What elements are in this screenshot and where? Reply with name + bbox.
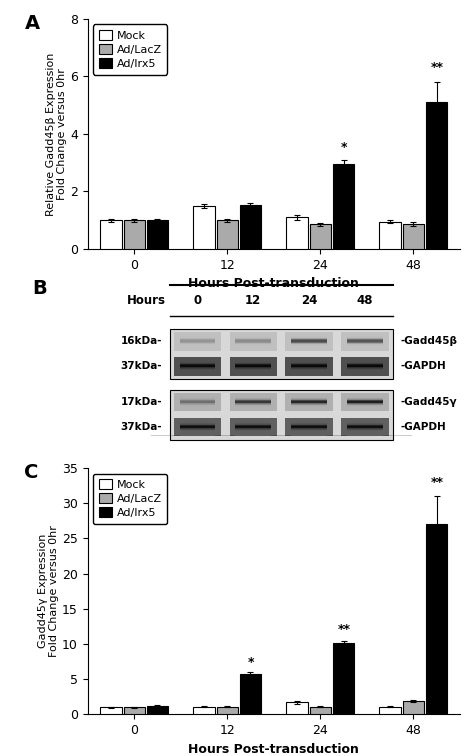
Legend: Mock, Ad/LacZ, Ad/Irx5: Mock, Ad/LacZ, Ad/Irx5 [93, 473, 167, 524]
Text: 17kDa-: 17kDa- [120, 397, 162, 407]
Text: **: ** [338, 623, 351, 636]
X-axis label: Hours Post-transduction: Hours Post-transduction [188, 742, 359, 756]
Bar [229, 393, 277, 411]
Text: 12: 12 [245, 294, 261, 307]
Bar [285, 418, 333, 436]
Text: -GAPDH: -GAPDH [400, 422, 446, 432]
Bar [426, 102, 447, 249]
Bar [286, 702, 308, 714]
Y-axis label: Relative Gadd45β Expression
Fold Change versus 0hr: Relative Gadd45β Expression Fold Change … [46, 52, 67, 215]
Bar [402, 225, 424, 249]
Bar [147, 220, 168, 249]
Bar [217, 220, 238, 249]
Bar [147, 706, 168, 714]
Bar [100, 708, 122, 714]
Text: -Gadd45γ: -Gadd45γ [400, 397, 457, 407]
Bar [124, 220, 145, 249]
Bar [174, 418, 221, 436]
Text: B: B [32, 279, 46, 298]
Bar [285, 332, 333, 351]
Text: 0: 0 [193, 294, 201, 307]
Bar [229, 357, 277, 376]
Bar [170, 389, 393, 439]
Bar [240, 674, 261, 714]
Bar [341, 393, 389, 411]
Text: -GAPDH: -GAPDH [400, 361, 446, 371]
Text: C: C [25, 463, 39, 482]
Bar [341, 332, 389, 351]
Bar [341, 418, 389, 436]
Bar [174, 393, 221, 411]
Text: **: ** [431, 60, 444, 73]
Text: *: * [248, 655, 255, 668]
Bar [310, 225, 331, 249]
Bar [193, 707, 215, 714]
Bar [193, 206, 215, 249]
Text: **: ** [431, 476, 444, 489]
Text: 24: 24 [301, 294, 317, 307]
Text: 48: 48 [356, 294, 373, 307]
Bar [124, 708, 145, 714]
Text: Hours: Hours [127, 294, 166, 307]
Legend: Mock, Ad/LacZ, Ad/Irx5: Mock, Ad/LacZ, Ad/Irx5 [93, 24, 167, 75]
X-axis label: Hours Post-transduction: Hours Post-transduction [188, 277, 359, 290]
Bar [402, 701, 424, 714]
Bar [229, 332, 277, 351]
Bar [285, 357, 333, 376]
Text: 37kDa-: 37kDa- [120, 422, 162, 432]
Bar [229, 418, 277, 436]
Text: A: A [25, 14, 39, 33]
Bar [174, 357, 221, 376]
Bar [426, 525, 447, 714]
Bar [240, 205, 261, 249]
Bar [379, 222, 401, 249]
Bar [379, 707, 401, 714]
Bar [286, 217, 308, 249]
Text: -Gadd45β: -Gadd45β [400, 336, 457, 346]
Bar [333, 164, 354, 249]
Text: *: * [341, 141, 348, 154]
Bar [100, 220, 122, 249]
Bar [333, 643, 354, 714]
Bar [310, 707, 331, 714]
Text: 16kDa-: 16kDa- [120, 336, 162, 346]
Y-axis label: Gadd45γ Expression
Fold Change versus 0hr: Gadd45γ Expression Fold Change versus 0h… [38, 525, 59, 657]
Bar [285, 393, 333, 411]
Bar [174, 332, 221, 351]
Bar [341, 357, 389, 376]
Bar [170, 329, 393, 379]
Bar [217, 707, 238, 714]
Text: 37kDa-: 37kDa- [120, 361, 162, 371]
